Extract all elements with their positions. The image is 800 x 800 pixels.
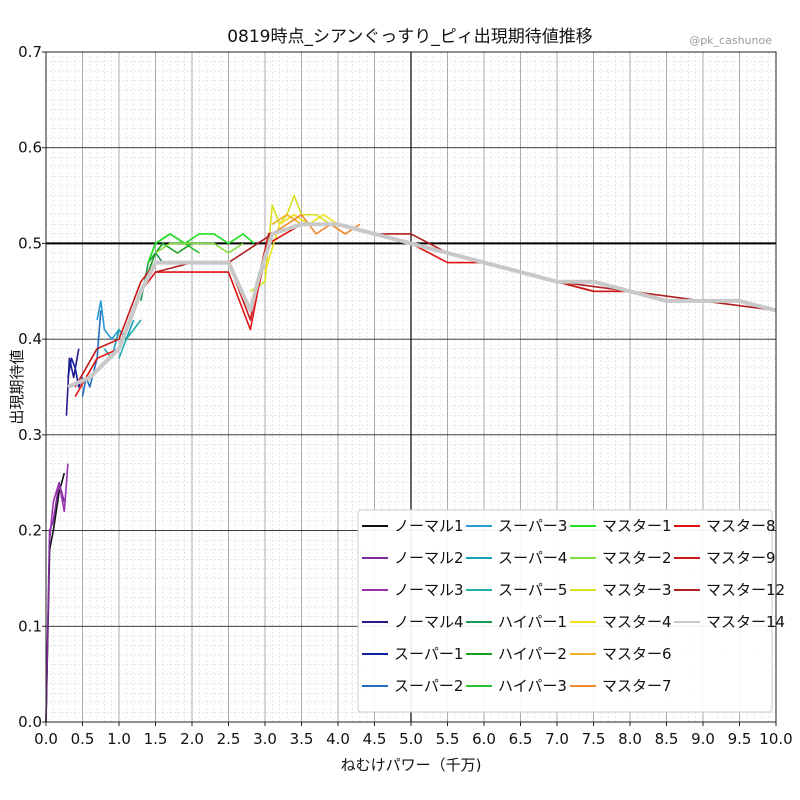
legend-label-21: マスター12 — [706, 581, 785, 599]
watermark: @pk_cashunoe — [689, 34, 772, 47]
legend-label-3: ノーマル3 — [394, 581, 464, 599]
legend-label-15: マスター3 — [602, 581, 672, 599]
legend-label-8: スーパー4 — [498, 549, 567, 567]
legend-label-7: スーパー3 — [498, 517, 567, 535]
y-tick-label: 0.0 — [18, 713, 42, 731]
y-tick-label: 0.5 — [18, 234, 42, 252]
x-axis-ticks: 0.0 0.5 1.0 1.5 2.0 2.5 3.0 3.5 4.0 4.5 5.0 5.5 6.0 6… — [34, 722, 793, 748]
chart-title: 0819時点_シアンぐっすり_ピィ出現期待値推移 — [227, 27, 593, 47]
x-tick-label: 8.0 — [618, 730, 642, 748]
y-tick-label: 0.7 — [18, 43, 42, 61]
y-tick-label: 0.6 — [18, 139, 42, 157]
x-tick-label: 0.0 — [34, 730, 58, 748]
series-line-14 — [155, 242, 244, 254]
y-tick-label: 0.1 — [18, 617, 42, 635]
legend-label-20: マスター9 — [706, 549, 776, 567]
legend-label-13: マスター1 — [602, 517, 672, 535]
y-tick-label: 0.4 — [18, 330, 42, 348]
x-tick-label: 7.5 — [582, 730, 606, 748]
y-axis-label: 出現期待値 — [8, 349, 26, 424]
legend-label-22: マスター14 — [706, 613, 785, 631]
legend-label-12: ハイパー3 — [498, 677, 567, 695]
series-line-11 — [147, 242, 193, 273]
legend-label-2: ノーマル2 — [394, 549, 464, 567]
legend-label-9: スーパー5 — [498, 581, 567, 599]
legend-label-14: マスター2 — [602, 549, 672, 567]
series-line-3 — [48, 463, 69, 541]
legend-label-11: ハイパー2 — [498, 645, 567, 663]
series-layer — [45, 194, 777, 723]
series-line-13 — [147, 233, 255, 263]
legend-box — [357, 509, 773, 713]
legend-label-10: ハイパー1 — [498, 613, 567, 631]
x-tick-label: 7.0 — [545, 730, 569, 748]
x-tick-label: 9.5 — [728, 730, 752, 748]
x-tick-label: 1.5 — [144, 730, 168, 748]
legend-label-5: スーパー1 — [394, 645, 463, 663]
y-tick-label: 0.3 — [18, 426, 42, 444]
series-line-22 — [67, 222, 777, 389]
series-line-8 — [103, 319, 135, 360]
y-axis-ticks: 0.0 0.1 0.2 0.3 0.4 0.5 0.6 0.7 — [18, 43, 46, 731]
x-tick-label: 5.0 — [399, 730, 423, 748]
x-tick-label: 4.0 — [326, 730, 350, 748]
x-tick-label: 3.0 — [253, 730, 277, 748]
y-tick-label: 0.2 — [18, 522, 42, 540]
legend-label-1: ノーマル1 — [394, 517, 464, 535]
x-axis-label: ねむけパワー（千万) — [341, 756, 482, 774]
x-tick-label: 5.5 — [436, 730, 460, 748]
x-tick-label: 3.5 — [290, 730, 314, 748]
x-tick-label: 4.5 — [363, 730, 387, 748]
x-tick-label: 2.5 — [217, 730, 241, 748]
series-line-9 — [118, 319, 142, 359]
legend-label-18: マスター7 — [602, 677, 672, 695]
legend-label-16: マスター4 — [602, 613, 672, 631]
x-tick-label: 9.0 — [691, 730, 715, 748]
x-tick-label: 10.0 — [759, 730, 792, 748]
x-tick-label: 6.0 — [472, 730, 496, 748]
series-line-7 — [96, 300, 120, 340]
legend: ノーマル1 ノーマル2 ノーマル3 ノーマル4 スーパー1 スーパー2 スーパー3 スーパー4… — [357, 509, 785, 713]
x-tick-label: 8.5 — [655, 730, 679, 748]
series-line-6 — [81, 310, 102, 397]
series-line-18 — [271, 213, 361, 235]
x-tick-label: 2.0 — [180, 730, 204, 748]
x-tick-label: 1.0 — [107, 730, 131, 748]
legend-label-19: マスター8 — [706, 517, 776, 535]
legend-label-17: マスター6 — [602, 645, 672, 663]
x-tick-label: 6.5 — [509, 730, 533, 748]
legend-label-6: スーパー2 — [394, 677, 463, 695]
x-tick-label: 0.5 — [71, 730, 95, 748]
legend-label-4: ノーマル4 — [394, 613, 464, 631]
